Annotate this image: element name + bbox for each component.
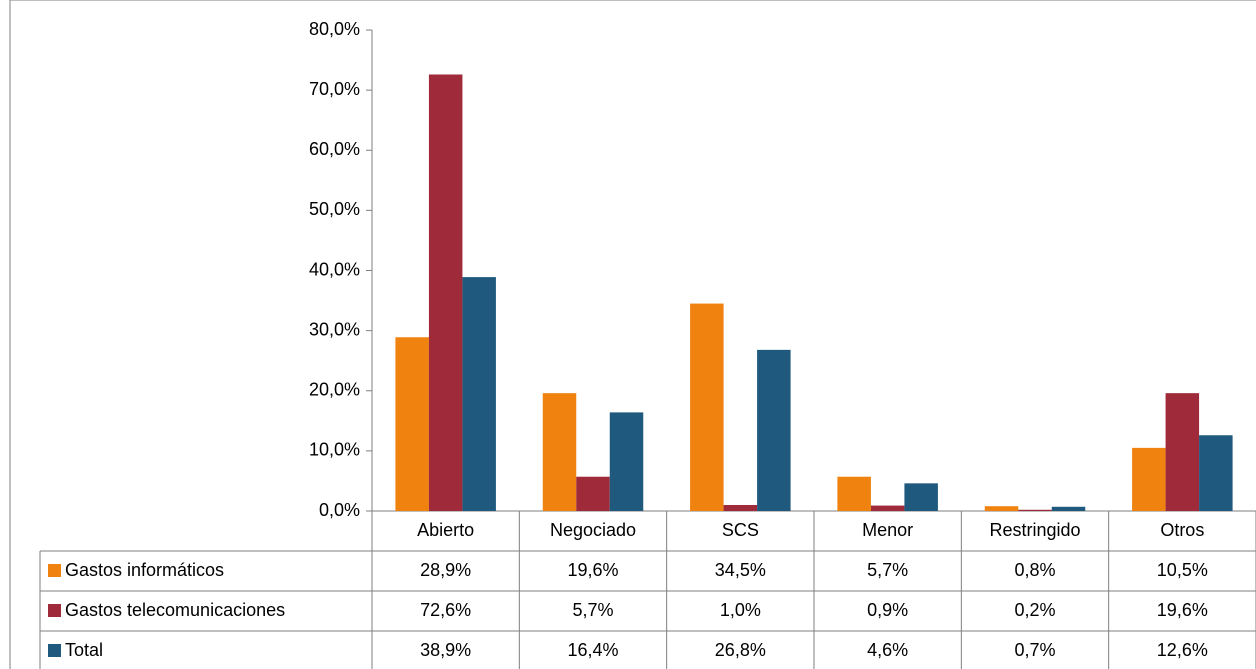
- bar: [1132, 447, 1166, 511]
- table-value: 26,8%: [715, 640, 766, 660]
- bar: [1199, 435, 1233, 511]
- bar: [837, 476, 871, 511]
- x-tick-label: SCS: [722, 520, 759, 540]
- y-tick-label: 40,0%: [309, 259, 360, 279]
- bar: [723, 504, 758, 511]
- table-value: 34,5%: [715, 560, 766, 580]
- bar: [395, 337, 429, 511]
- table-value: 5,7%: [572, 600, 613, 620]
- bar: [1018, 509, 1052, 511]
- y-tick-label: 20,0%: [309, 380, 360, 400]
- legend-label: Gastos telecomunicaciones: [65, 600, 285, 620]
- y-tick-label: 50,0%: [309, 199, 360, 219]
- legend-swatch: [48, 564, 61, 577]
- y-tick-label: 60,0%: [309, 139, 360, 159]
- table-value: 0,2%: [1014, 600, 1055, 620]
- legend-swatch: [48, 604, 61, 617]
- table-value: 0,7%: [1014, 640, 1055, 660]
- table-value: 10,5%: [1157, 560, 1208, 580]
- bar: [576, 476, 610, 511]
- x-tick-label: Negociado: [550, 520, 636, 540]
- bar: [609, 412, 644, 511]
- table-value: 28,9%: [420, 560, 471, 580]
- bar: [984, 506, 1019, 511]
- legend-swatch: [48, 644, 61, 657]
- bar: [870, 505, 905, 511]
- bar: [1165, 393, 1200, 511]
- x-tick-label: Menor: [862, 520, 913, 540]
- table-value: 38,9%: [420, 640, 471, 660]
- y-tick-label: 70,0%: [309, 79, 360, 99]
- x-tick-label: Restringido: [989, 520, 1080, 540]
- table-value: 4,6%: [867, 640, 908, 660]
- bar: [690, 303, 724, 511]
- bar: [428, 74, 463, 512]
- bar: [904, 483, 938, 511]
- legend-label: Total: [65, 640, 103, 660]
- legend-label: Gastos informáticos: [65, 560, 224, 580]
- y-tick-label: 80,0%: [309, 19, 360, 39]
- bar: [462, 277, 496, 511]
- table-value: 19,6%: [567, 560, 618, 580]
- y-tick-label: 30,0%: [309, 319, 360, 339]
- table-value: 0,8%: [1014, 560, 1055, 580]
- table-value: 12,6%: [1157, 640, 1208, 660]
- table-value: 5,7%: [867, 560, 908, 580]
- table-value: 16,4%: [567, 640, 618, 660]
- table-value: 0,9%: [867, 600, 908, 620]
- bar: [757, 349, 791, 511]
- table-value: 19,6%: [1157, 600, 1208, 620]
- table-value: 72,6%: [420, 600, 471, 620]
- y-tick-label: 10,0%: [309, 440, 360, 460]
- table-value: 1,0%: [720, 600, 761, 620]
- x-tick-label: Abierto: [417, 520, 474, 540]
- bar: [1051, 506, 1086, 511]
- x-tick-label: Otros: [1160, 520, 1204, 540]
- y-tick-label: 0,0%: [319, 500, 360, 520]
- bar: [542, 393, 577, 511]
- chart-frame: [9, 0, 1256, 669]
